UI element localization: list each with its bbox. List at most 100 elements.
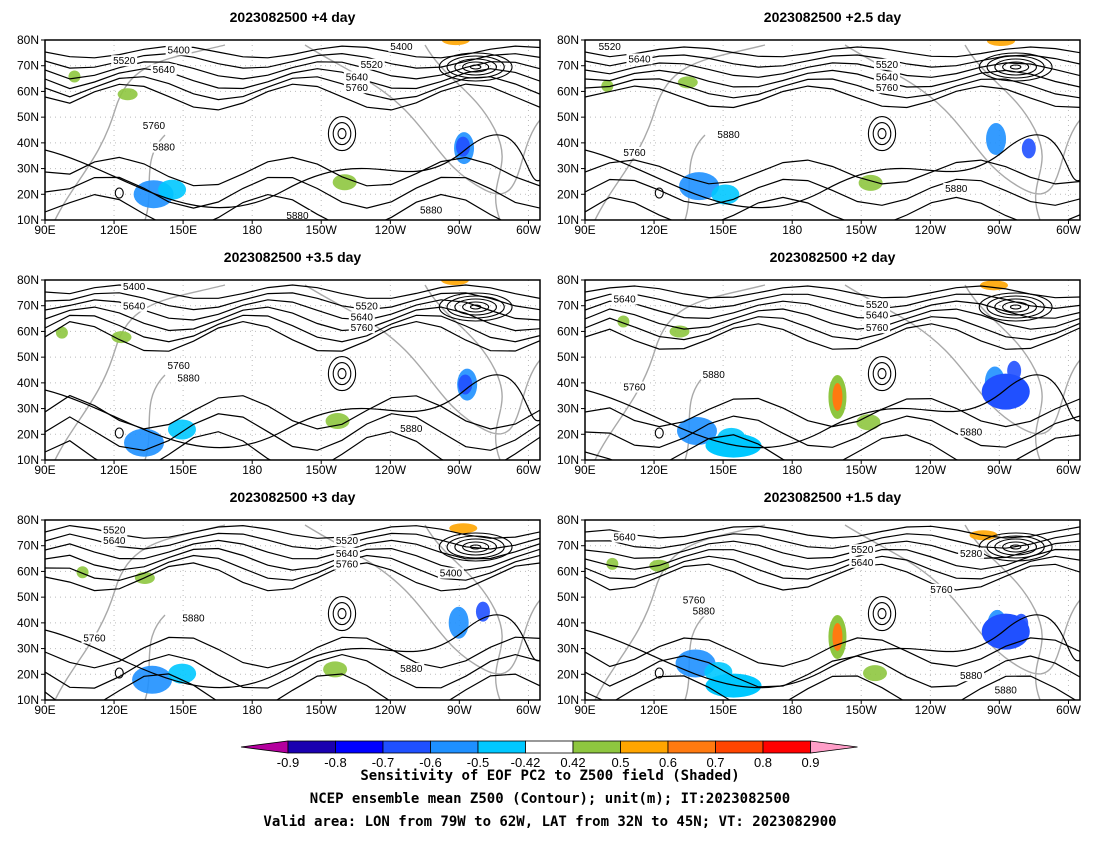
lon-label: 150W <box>306 703 338 717</box>
contour-label-bg <box>873 71 900 83</box>
contour-label-bg <box>437 567 464 579</box>
contour-label-bg <box>121 300 148 312</box>
z500-contour <box>45 562 540 592</box>
contour-label: 5520 <box>876 60 899 71</box>
sensitivity-shade <box>449 523 478 534</box>
contour-label-bg <box>101 524 128 536</box>
contour-label: 5640 <box>628 54 651 65</box>
low-center-contour <box>978 292 1053 322</box>
lat-label: 70N <box>17 299 39 313</box>
lon-label: 180 <box>782 463 802 477</box>
lat-label: 60N <box>17 324 39 338</box>
colorbar-label: 0.42 <box>560 755 585 770</box>
z500-contour <box>585 293 1080 310</box>
map-frame <box>584 519 1081 701</box>
lon-label: 120W <box>375 703 407 717</box>
contour-label: 5760 <box>351 323 374 334</box>
closed-contour <box>327 596 357 632</box>
lon-label: 90W <box>987 463 1012 477</box>
closed-contour <box>327 116 357 152</box>
contour-label: 5400 <box>168 45 191 56</box>
low-center-contour <box>454 58 498 76</box>
colorbar-swatch <box>572 740 621 754</box>
panel-title: 2023082500 +2 day <box>770 249 896 265</box>
coastline <box>964 284 1043 460</box>
closed-contour <box>877 128 887 140</box>
lat-label: 80N <box>17 273 39 287</box>
z500-contour <box>585 540 1080 560</box>
z500-contour <box>585 85 1080 109</box>
contour-label-bg <box>611 293 638 305</box>
closed-contour <box>332 602 352 626</box>
lat-label: 40N <box>557 376 579 390</box>
colorbar-label: -0.5 <box>467 755 489 770</box>
sensitivity-shade <box>132 665 173 694</box>
colorbar-label: 0.5 <box>611 755 629 770</box>
contour-label-bg <box>101 535 128 547</box>
z500-contour <box>45 673 540 700</box>
z500-contour <box>585 415 1080 449</box>
closed-contour <box>877 368 887 380</box>
lon-label: 90W <box>987 223 1012 237</box>
low-center-contour <box>438 52 513 82</box>
closed-contour <box>654 667 664 679</box>
coastline <box>964 44 1043 220</box>
low-center-contour <box>1009 64 1022 70</box>
lon-label: 60W <box>516 703 541 717</box>
contour-label: 5640 <box>346 72 369 83</box>
low-center-contour <box>462 61 490 73</box>
contour-label: 5400 <box>390 42 413 53</box>
contour-label: 5760 <box>876 83 899 94</box>
sensitivity-shade <box>158 179 187 200</box>
contour-label-bg <box>333 547 360 559</box>
low-center-contour <box>1002 541 1030 553</box>
lon-label: 90E <box>574 703 595 717</box>
lon-label: 120E <box>100 223 128 237</box>
z500-contour <box>585 533 1080 549</box>
panel-title: 2023082500 +4 day <box>230 9 356 25</box>
lon-label: 120W <box>375 463 407 477</box>
lon-label: 60W <box>1056 703 1081 717</box>
sensitivity-shade <box>440 280 469 286</box>
lon-label: 120E <box>100 703 128 717</box>
contour-label: 5520 <box>103 525 126 536</box>
low-center-contour <box>454 538 498 556</box>
coastline <box>54 284 226 460</box>
contour-label-bg <box>864 322 891 334</box>
contour-label: 5640 <box>103 536 126 547</box>
map-area <box>585 520 1080 700</box>
contour-label-bg <box>353 300 380 312</box>
z500-contour <box>585 178 1080 206</box>
lon-label: 120W <box>375 223 407 237</box>
low-center-contour <box>469 64 482 70</box>
contour-label: 5760 <box>683 596 706 607</box>
closed-contour <box>654 427 664 439</box>
contour-label: 5880 <box>400 424 423 435</box>
sensitivity-shade <box>55 326 68 339</box>
sensitivity-shade <box>987 40 1016 47</box>
contour-label: 5760 <box>623 383 646 394</box>
z500-contour <box>585 525 1080 539</box>
lat-label: 60N <box>557 324 579 338</box>
colorbar-label: 0.6 <box>659 755 677 770</box>
lat-label: 70N <box>17 59 39 73</box>
lat-label: 60N <box>557 564 579 578</box>
contour-label: 5640 <box>336 549 359 560</box>
lat-label: 10N <box>557 213 579 227</box>
map-frame <box>44 519 541 701</box>
contour-label-bg <box>121 280 148 292</box>
colorbar-swatch <box>430 740 479 754</box>
contour-label: 5520 <box>113 56 136 67</box>
lat-label: 60N <box>17 84 39 98</box>
closed-contour <box>654 187 664 199</box>
sensitivity-shade <box>981 613 1030 650</box>
z500-contour <box>45 653 540 689</box>
z500-contour-5880 <box>585 614 1080 689</box>
map-panel: 2023082500 +2 day 5640 5520564057605760588… <box>557 249 1081 477</box>
z500-contour <box>45 532 540 550</box>
lon-label: 150W <box>306 463 338 477</box>
colorbar-swatch <box>335 740 384 754</box>
z500-contour <box>585 316 1080 341</box>
